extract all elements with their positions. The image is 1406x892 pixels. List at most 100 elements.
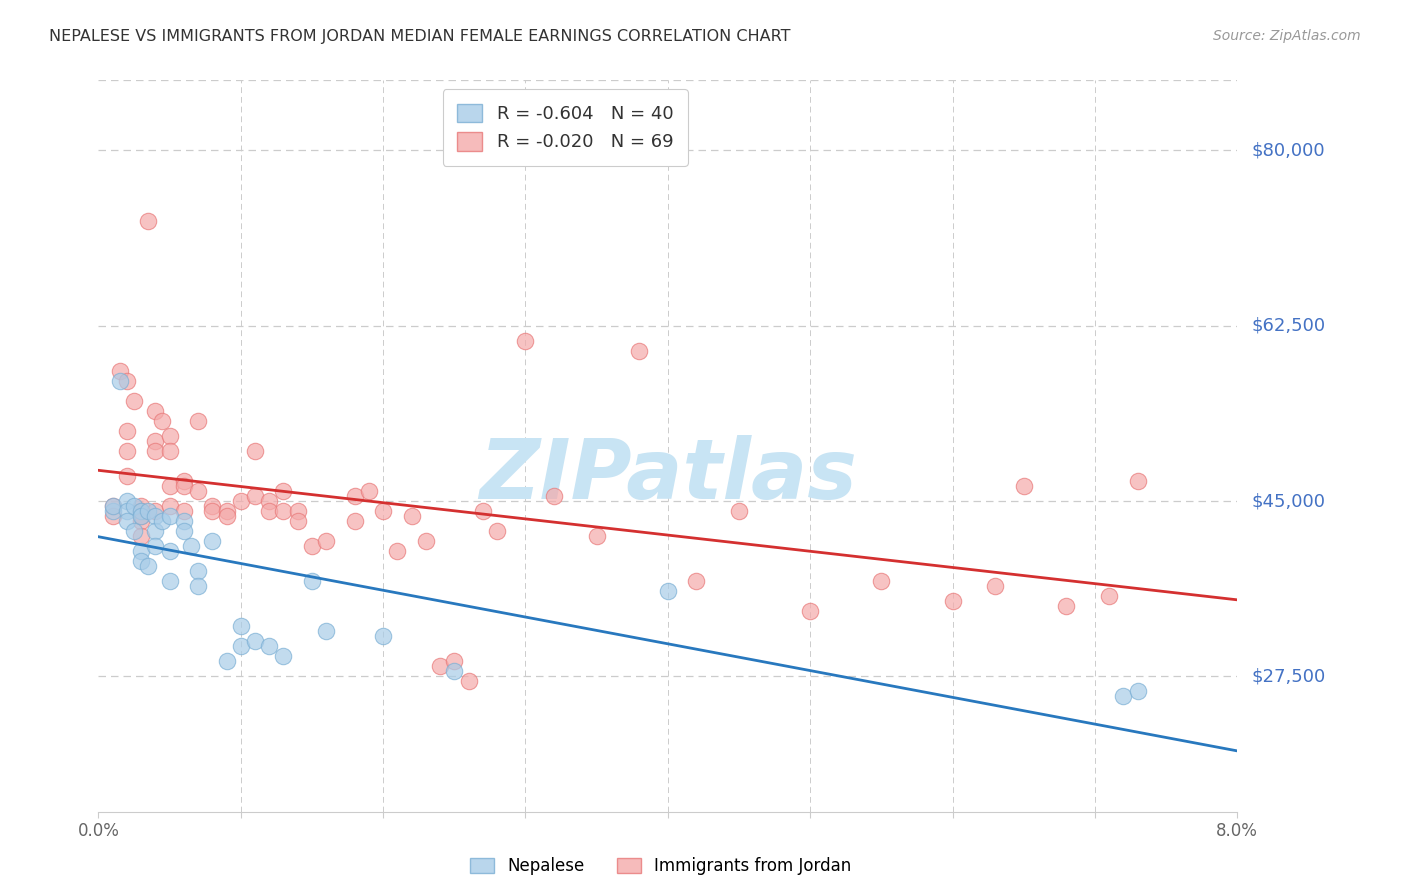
Point <box>1012 479 1035 493</box>
Point <box>173 504 195 518</box>
Point <box>315 624 337 639</box>
Point <box>129 554 152 568</box>
Point <box>136 213 159 227</box>
Point <box>115 374 138 388</box>
Point <box>1112 690 1135 704</box>
Point <box>108 364 131 378</box>
Point <box>159 574 181 589</box>
Point <box>387 544 409 558</box>
Point <box>145 509 167 524</box>
Point <box>129 509 152 524</box>
Point <box>159 509 181 524</box>
Point <box>115 469 138 483</box>
Point <box>1098 589 1121 603</box>
Point <box>136 504 159 518</box>
Point <box>229 640 252 654</box>
Point <box>173 524 195 538</box>
Point <box>215 655 238 669</box>
Text: $27,500: $27,500 <box>1251 667 1326 685</box>
Point <box>129 514 152 528</box>
Point <box>287 504 309 518</box>
Point <box>187 484 209 499</box>
Point <box>1056 599 1078 614</box>
Point <box>129 504 152 518</box>
Point <box>129 529 152 543</box>
Point <box>471 504 494 518</box>
Point <box>243 489 266 503</box>
Point <box>145 504 167 518</box>
Point <box>259 504 281 518</box>
Point <box>101 499 124 513</box>
Point <box>145 434 167 448</box>
Point <box>415 534 437 549</box>
Point <box>122 524 145 538</box>
Point <box>115 514 138 528</box>
Point <box>1126 684 1149 698</box>
Point <box>229 619 252 633</box>
Point <box>115 424 138 438</box>
Point <box>371 504 394 518</box>
Point <box>101 499 124 513</box>
Point <box>515 334 537 348</box>
Point <box>870 574 893 589</box>
Point <box>201 504 224 518</box>
Point <box>229 494 252 508</box>
Point <box>145 444 167 458</box>
Point <box>115 494 138 508</box>
Point <box>115 444 138 458</box>
Point <box>799 604 821 618</box>
Point <box>129 509 152 524</box>
Point <box>315 534 337 549</box>
Point <box>201 534 224 549</box>
Point <box>657 584 679 599</box>
Point <box>243 444 266 458</box>
Point <box>159 499 181 513</box>
Point <box>129 499 152 513</box>
Point <box>129 544 152 558</box>
Point <box>443 655 465 669</box>
Point <box>173 514 195 528</box>
Point <box>108 374 131 388</box>
Point <box>145 539 167 553</box>
Point <box>942 594 965 608</box>
Point <box>371 629 394 643</box>
Point <box>215 509 238 524</box>
Text: NEPALESE VS IMMIGRANTS FROM JORDAN MEDIAN FEMALE EARNINGS CORRELATION CHART: NEPALESE VS IMMIGRANTS FROM JORDAN MEDIA… <box>49 29 790 44</box>
Point <box>101 504 124 518</box>
Point <box>173 479 195 493</box>
Point <box>1126 474 1149 488</box>
Point <box>357 484 380 499</box>
Point <box>486 524 509 538</box>
Point <box>984 579 1007 593</box>
Point <box>145 524 167 538</box>
Point <box>301 539 323 553</box>
Point <box>685 574 707 589</box>
Point <box>159 479 181 493</box>
Point <box>429 659 451 673</box>
Text: ZIPatlas: ZIPatlas <box>479 434 856 516</box>
Point <box>187 579 209 593</box>
Point <box>129 504 152 518</box>
Point <box>273 649 295 664</box>
Point <box>101 509 124 524</box>
Text: $45,000: $45,000 <box>1251 492 1326 510</box>
Point <box>122 499 145 513</box>
Point <box>443 665 465 679</box>
Point <box>343 489 366 503</box>
Point <box>152 514 174 528</box>
Point <box>585 529 607 543</box>
Legend: R = -0.604   N = 40, R = -0.020   N = 69: R = -0.604 N = 40, R = -0.020 N = 69 <box>443 89 688 166</box>
Point <box>259 640 281 654</box>
Point <box>159 544 181 558</box>
Legend: Nepalese, Immigrants from Jordan: Nepalese, Immigrants from Jordan <box>463 849 859 884</box>
Text: $62,500: $62,500 <box>1251 317 1326 334</box>
Text: $80,000: $80,000 <box>1251 142 1324 160</box>
Point <box>201 499 224 513</box>
Text: Source: ZipAtlas.com: Source: ZipAtlas.com <box>1213 29 1361 43</box>
Point <box>173 474 195 488</box>
Point <box>343 514 366 528</box>
Point <box>301 574 323 589</box>
Point <box>136 559 159 574</box>
Point <box>180 539 202 553</box>
Point <box>159 444 181 458</box>
